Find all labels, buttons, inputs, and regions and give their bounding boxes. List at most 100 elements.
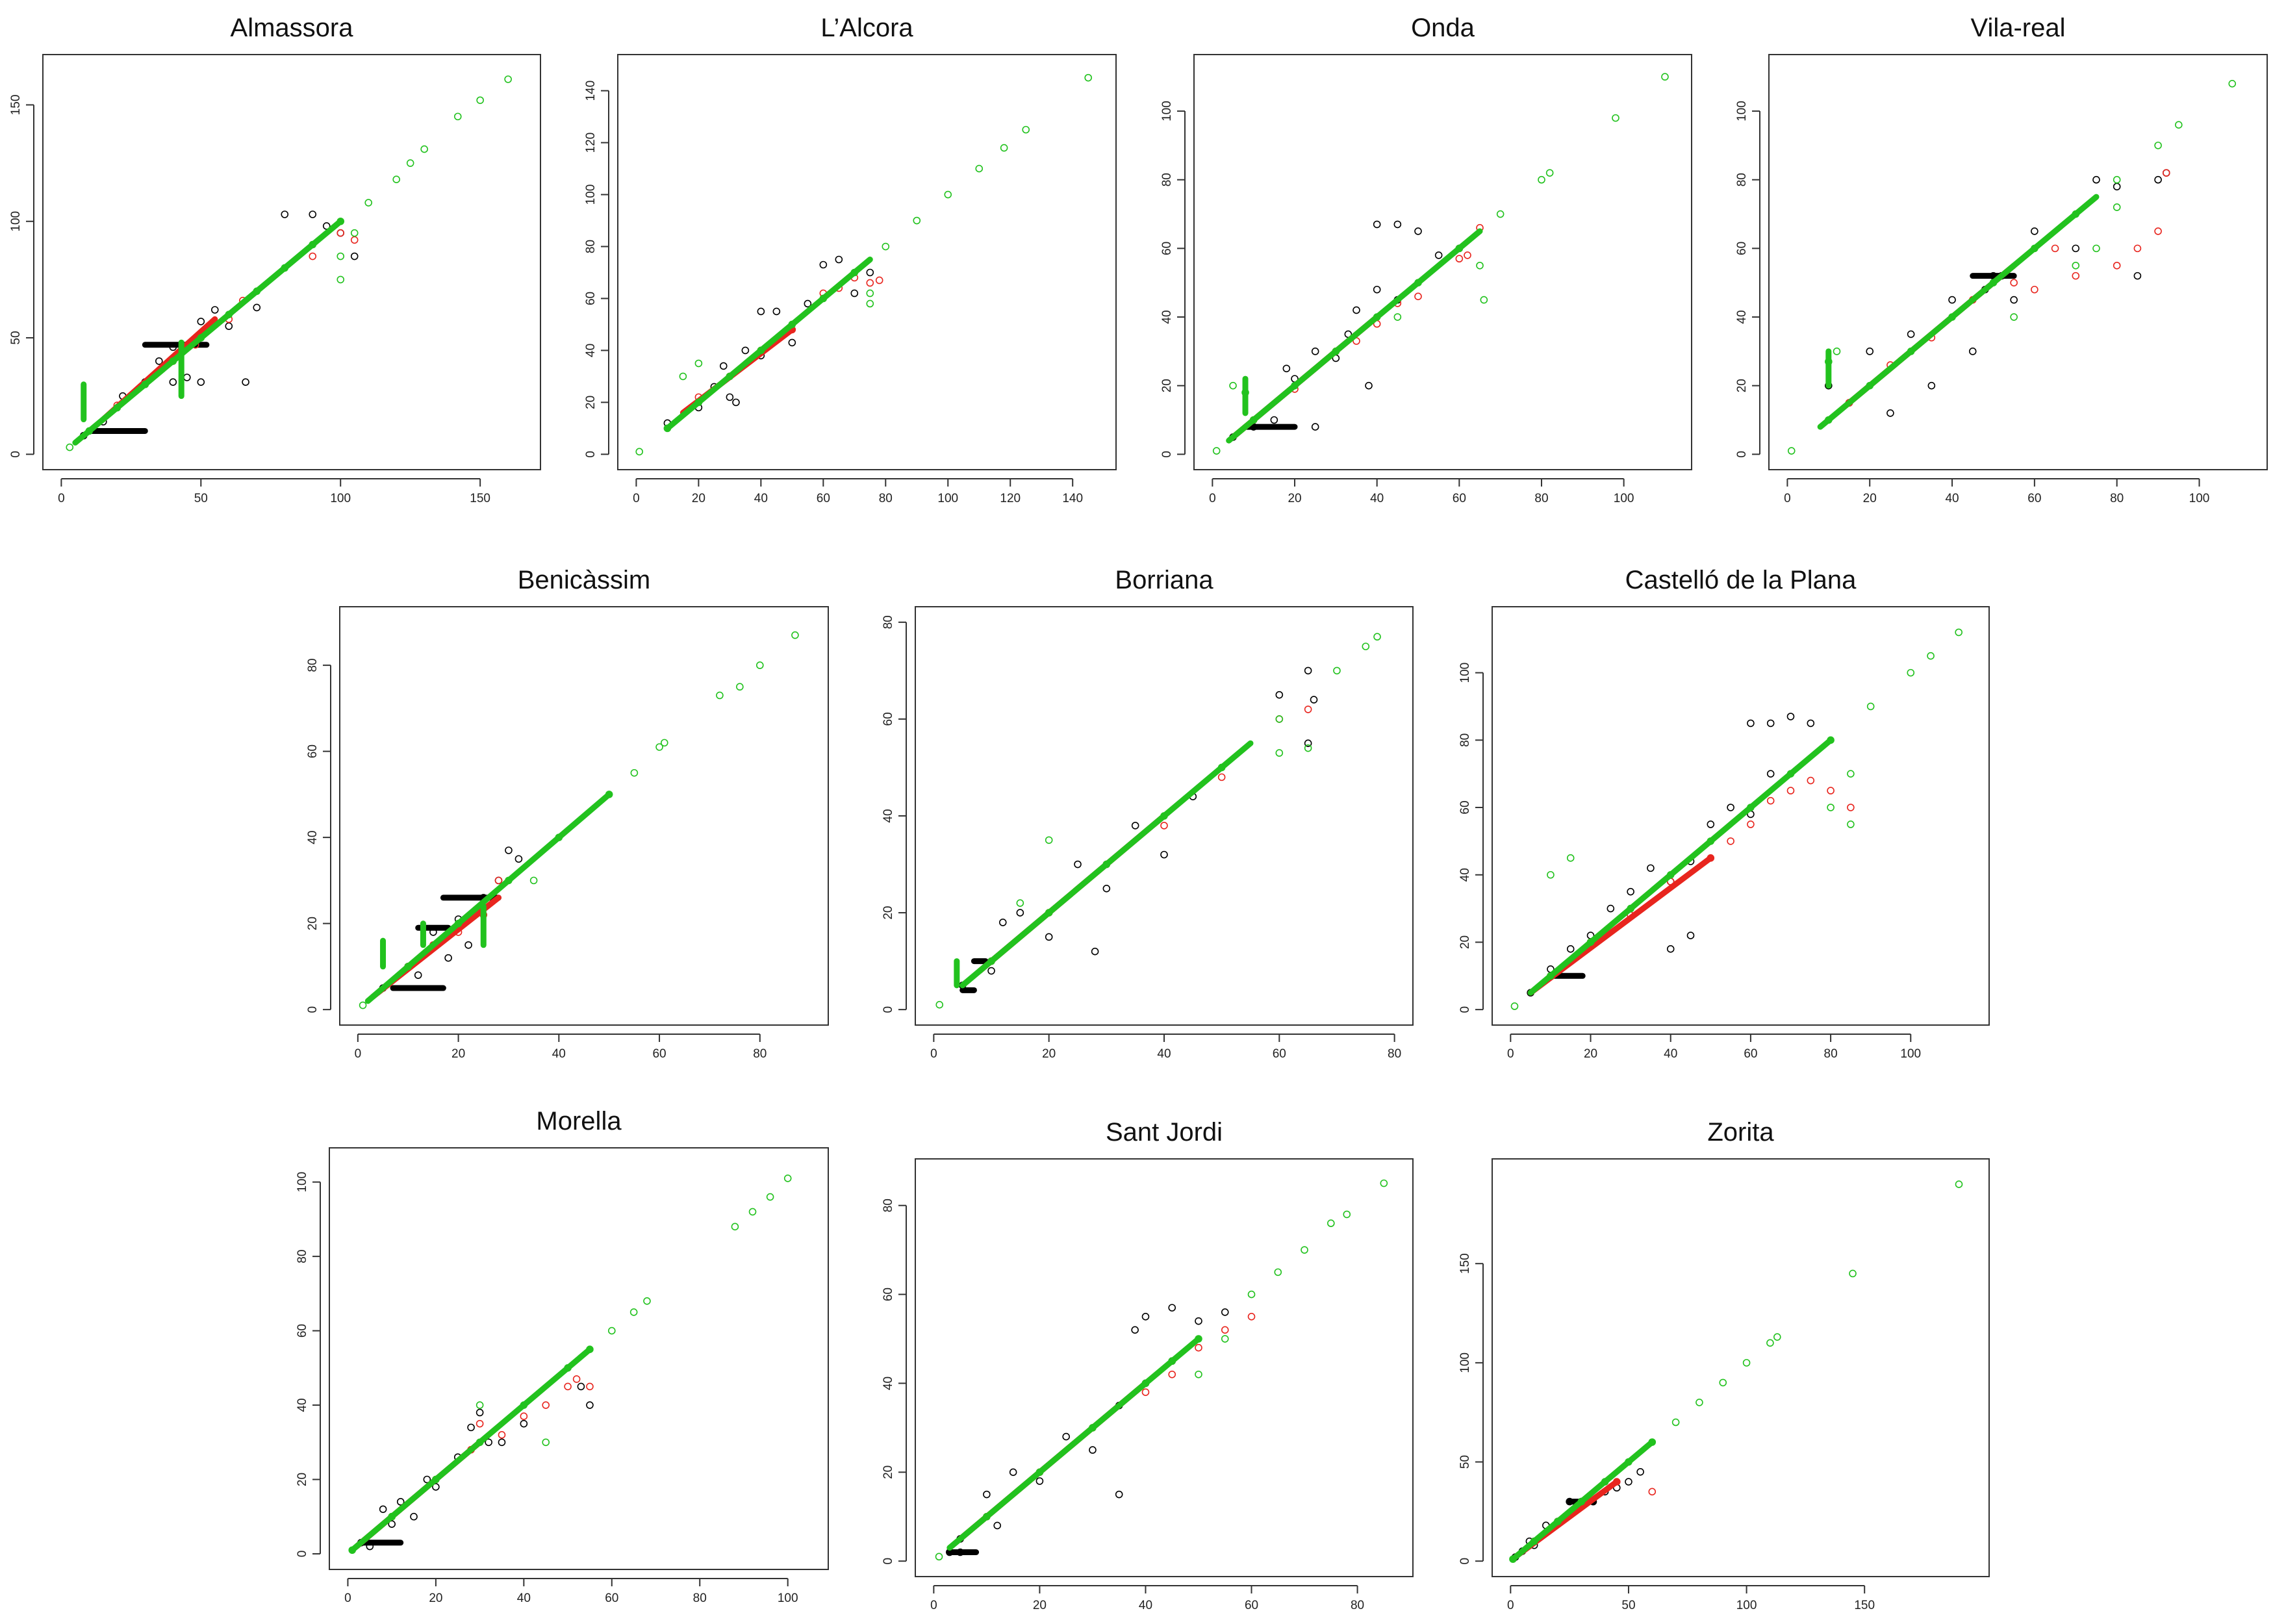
data-point	[1022, 125, 1030, 134]
series-black	[1527, 713, 1815, 997]
panel-title: Vila-real	[1971, 14, 2066, 42]
scatter-panel: Benicàssim 0 20 40 60 80 0 20 40 60 80	[306, 566, 829, 1061]
panel-title: L’Alcora	[820, 14, 913, 42]
data-point	[983, 1490, 991, 1499]
series-green	[1509, 1180, 1963, 1563]
y-tick-label: 80	[584, 240, 598, 253]
plot-frame	[329, 1147, 829, 1570]
x-tick-label: 80	[879, 492, 893, 505]
x-tick-label: 40	[1157, 1047, 1171, 1061]
data-point	[1968, 348, 1977, 355]
x-tick-label: 20	[1584, 1047, 1597, 1061]
x-tick-label: 100	[330, 492, 351, 505]
data-point	[586, 1345, 594, 1353]
x-tick-label: 100	[2189, 492, 2210, 505]
x-tick-label: 40	[754, 492, 768, 505]
series-green	[1510, 628, 1962, 1010]
data-point	[366, 1542, 374, 1551]
data-point	[1948, 296, 1956, 304]
data-point	[66, 443, 74, 451]
data-point	[1141, 1379, 1150, 1388]
data-point	[1304, 705, 1312, 713]
x-tick-label: 80	[1824, 1047, 1838, 1061]
data-point	[2162, 169, 2170, 177]
data-point	[726, 393, 734, 401]
data-point	[850, 289, 859, 298]
y-tick-label: 0	[1160, 451, 1174, 458]
data-point	[529, 876, 538, 885]
data-point	[498, 1438, 506, 1447]
x-tick-label: 0	[1507, 1047, 1514, 1061]
data-point	[629, 1308, 638, 1316]
y-tick-label: 0	[9, 451, 23, 458]
x-tick-label: 0	[344, 1592, 351, 1605]
data-point	[1825, 357, 1833, 366]
scatter-panel: Vila-real 0 20 40 60 80 100 0 20 40 60 80 100	[1735, 14, 2268, 505]
data-point	[364, 199, 373, 207]
x-tick-label: 60	[605, 1592, 618, 1605]
data-point	[1827, 787, 1835, 794]
data-point	[1373, 220, 1381, 229]
y-tick-label: 20	[882, 1465, 895, 1479]
data-point	[772, 307, 781, 316]
data-point	[1807, 719, 1815, 728]
data-point	[1311, 348, 1319, 355]
data-point	[1707, 837, 1715, 845]
data-point	[505, 846, 513, 854]
data-point	[1247, 1290, 1256, 1299]
data-point	[1102, 885, 1111, 893]
data-point	[1666, 945, 1675, 953]
data-point	[882, 242, 890, 251]
data-point	[520, 1419, 528, 1428]
y-tick-label: 20	[1458, 935, 1472, 949]
panel-title: Sant Jordi	[1106, 1118, 1223, 1147]
data-point	[741, 346, 750, 355]
data-point	[2010, 313, 2018, 321]
data-point	[498, 1431, 506, 1439]
data-point	[423, 1475, 431, 1484]
x-tick-label: 40	[1370, 492, 1384, 505]
data-point	[1275, 715, 1284, 723]
data-point	[1476, 261, 1484, 270]
data-point	[1627, 904, 1634, 913]
data-point	[454, 919, 463, 928]
y-tick-label: 0	[296, 1551, 309, 1558]
x-tick-label: 80	[693, 1592, 707, 1605]
data-point	[1141, 1388, 1150, 1396]
data-point	[350, 236, 359, 244]
plot-frame	[1492, 1158, 1990, 1577]
plot-frame	[617, 54, 1117, 470]
data-point	[1168, 1370, 1176, 1378]
series-red	[1527, 776, 1855, 996]
y-tick-label: 80	[1458, 733, 1472, 747]
x-tick-label: 60	[1273, 1047, 1286, 1061]
data-point	[2133, 272, 2142, 280]
x-tick-label: 120	[1000, 492, 1021, 505]
data-point	[169, 357, 177, 365]
data-point	[835, 255, 843, 264]
data-point	[1353, 306, 1360, 314]
data-point	[253, 287, 261, 296]
data-point	[1084, 73, 1092, 82]
data-point	[1786, 713, 1795, 720]
x-tick-label: 100	[1736, 1599, 1757, 1612]
dense-point-band	[1527, 737, 1834, 996]
data-point	[1241, 388, 1249, 397]
data-point	[1747, 719, 1755, 728]
data-point	[1847, 770, 1855, 778]
data-point	[1310, 696, 1318, 704]
data-point	[1414, 292, 1422, 301]
data-point	[1707, 820, 1715, 828]
panel-title: Castelló de la Plana	[1625, 566, 1857, 594]
data-point	[1311, 423, 1319, 431]
data-point	[1221, 1308, 1229, 1316]
data-point	[1833, 348, 1841, 355]
data-point	[726, 372, 734, 381]
y-tick-label: 80	[1160, 173, 1174, 186]
y-tick-label: 100	[1735, 101, 1749, 121]
data-point	[432, 1475, 440, 1484]
data-point	[1766, 796, 1775, 805]
data-point	[1566, 945, 1575, 953]
x-tick-label: 20	[692, 492, 705, 505]
data-point	[1807, 776, 1815, 785]
